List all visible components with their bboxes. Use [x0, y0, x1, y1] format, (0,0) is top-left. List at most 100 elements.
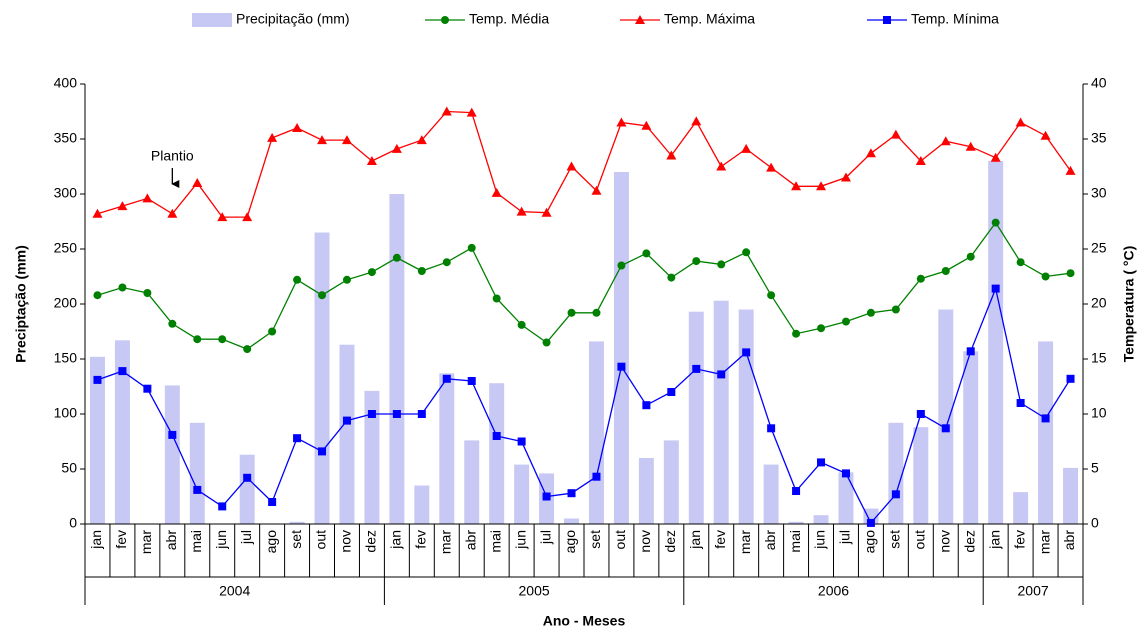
y2-tick-label: 0 — [1091, 515, 1099, 531]
bar — [1063, 467, 1079, 524]
x-tick-label: set — [887, 530, 903, 549]
point — [1016, 399, 1025, 407]
x-tick-label: dez — [662, 530, 678, 553]
legend-label: Temp. Mínima — [911, 11, 999, 27]
x-tick-label: out — [313, 530, 329, 550]
y2-axis-title: Temperatura ( °C) — [1121, 246, 1137, 363]
point — [1041, 272, 1050, 281]
point — [93, 291, 102, 300]
bar — [938, 309, 954, 524]
y2-tick-label: 40 — [1091, 75, 1107, 91]
bar — [688, 311, 704, 524]
point — [641, 120, 652, 130]
x-tick-label: jun — [512, 530, 528, 550]
point — [516, 206, 527, 216]
point — [466, 107, 477, 117]
point — [517, 437, 526, 446]
bar — [763, 464, 779, 524]
point — [517, 320, 526, 329]
bar — [1013, 492, 1029, 524]
point — [816, 181, 827, 191]
bar — [888, 422, 904, 524]
point — [366, 156, 377, 165]
x-tick-label: fev — [1011, 530, 1027, 549]
bar — [1038, 341, 1054, 524]
x-tick-label: dez — [961, 530, 977, 553]
point — [617, 362, 626, 371]
bar — [189, 422, 205, 524]
x-tick-label: fev — [712, 530, 728, 549]
point — [617, 261, 626, 270]
x-group-label: 2006 — [818, 583, 849, 599]
point — [416, 135, 427, 145]
x-tick-label: dez — [363, 530, 379, 553]
point — [991, 284, 1000, 293]
legend-marker — [635, 15, 645, 24]
x-tick-label: out — [912, 530, 928, 550]
y-tick-label: 0 — [69, 515, 77, 531]
point — [117, 201, 128, 211]
x-tick-label: fev — [113, 530, 129, 549]
y2-tick-label: 35 — [1091, 130, 1107, 146]
legend-label: Temp. Máxima — [664, 11, 755, 27]
x-tick-label: nov — [936, 530, 952, 553]
x-tick-label: jan — [388, 530, 404, 550]
point — [1066, 374, 1075, 383]
y-tick-label: 350 — [54, 130, 78, 146]
x-group-label: 2005 — [519, 583, 550, 599]
x-tick-label: nov — [637, 530, 653, 553]
point — [342, 275, 351, 284]
point — [292, 123, 303, 132]
point — [342, 416, 351, 425]
x-tick-label: out — [612, 530, 628, 550]
point — [318, 291, 327, 300]
bar — [713, 300, 729, 524]
point — [341, 135, 352, 145]
point — [318, 447, 327, 456]
point — [766, 162, 777, 172]
point — [542, 338, 551, 347]
point — [990, 152, 1001, 162]
bar — [489, 383, 505, 524]
point — [916, 410, 925, 418]
point — [192, 178, 203, 187]
bar — [564, 518, 580, 524]
x-tick-label: abr — [163, 530, 179, 551]
x-tick-label: set — [288, 530, 304, 549]
point — [667, 273, 676, 282]
point — [667, 388, 676, 396]
point — [491, 187, 502, 197]
bar — [613, 172, 629, 524]
point — [391, 143, 402, 153]
point — [767, 291, 776, 300]
bar — [389, 194, 405, 524]
point — [92, 208, 103, 218]
annotation: Plantio — [151, 148, 194, 164]
point — [692, 364, 701, 373]
x-tick-label: jun — [213, 530, 229, 550]
legend-label: Precipitação (mm) — [236, 11, 350, 27]
point — [118, 367, 127, 376]
point — [467, 243, 476, 252]
x-tick-label: ago — [562, 530, 578, 554]
series-line — [97, 221, 1071, 350]
point — [817, 324, 826, 333]
legend-swatch — [192, 13, 232, 27]
x-axis-title: Ano - Meses — [543, 613, 626, 629]
y2-tick-label: 5 — [1091, 460, 1099, 476]
y2-tick-label: 30 — [1091, 185, 1107, 201]
legend-label: Temp. Média — [469, 11, 549, 27]
bar — [314, 232, 330, 524]
point — [143, 384, 152, 393]
point — [268, 327, 277, 336]
point — [692, 257, 701, 266]
y2-tick-label: 10 — [1091, 405, 1107, 421]
point — [791, 181, 802, 191]
x-tick-label: mar — [1036, 530, 1052, 554]
point — [866, 308, 875, 317]
point — [767, 424, 776, 433]
point — [616, 117, 627, 127]
y-tick-label: 400 — [54, 75, 78, 91]
